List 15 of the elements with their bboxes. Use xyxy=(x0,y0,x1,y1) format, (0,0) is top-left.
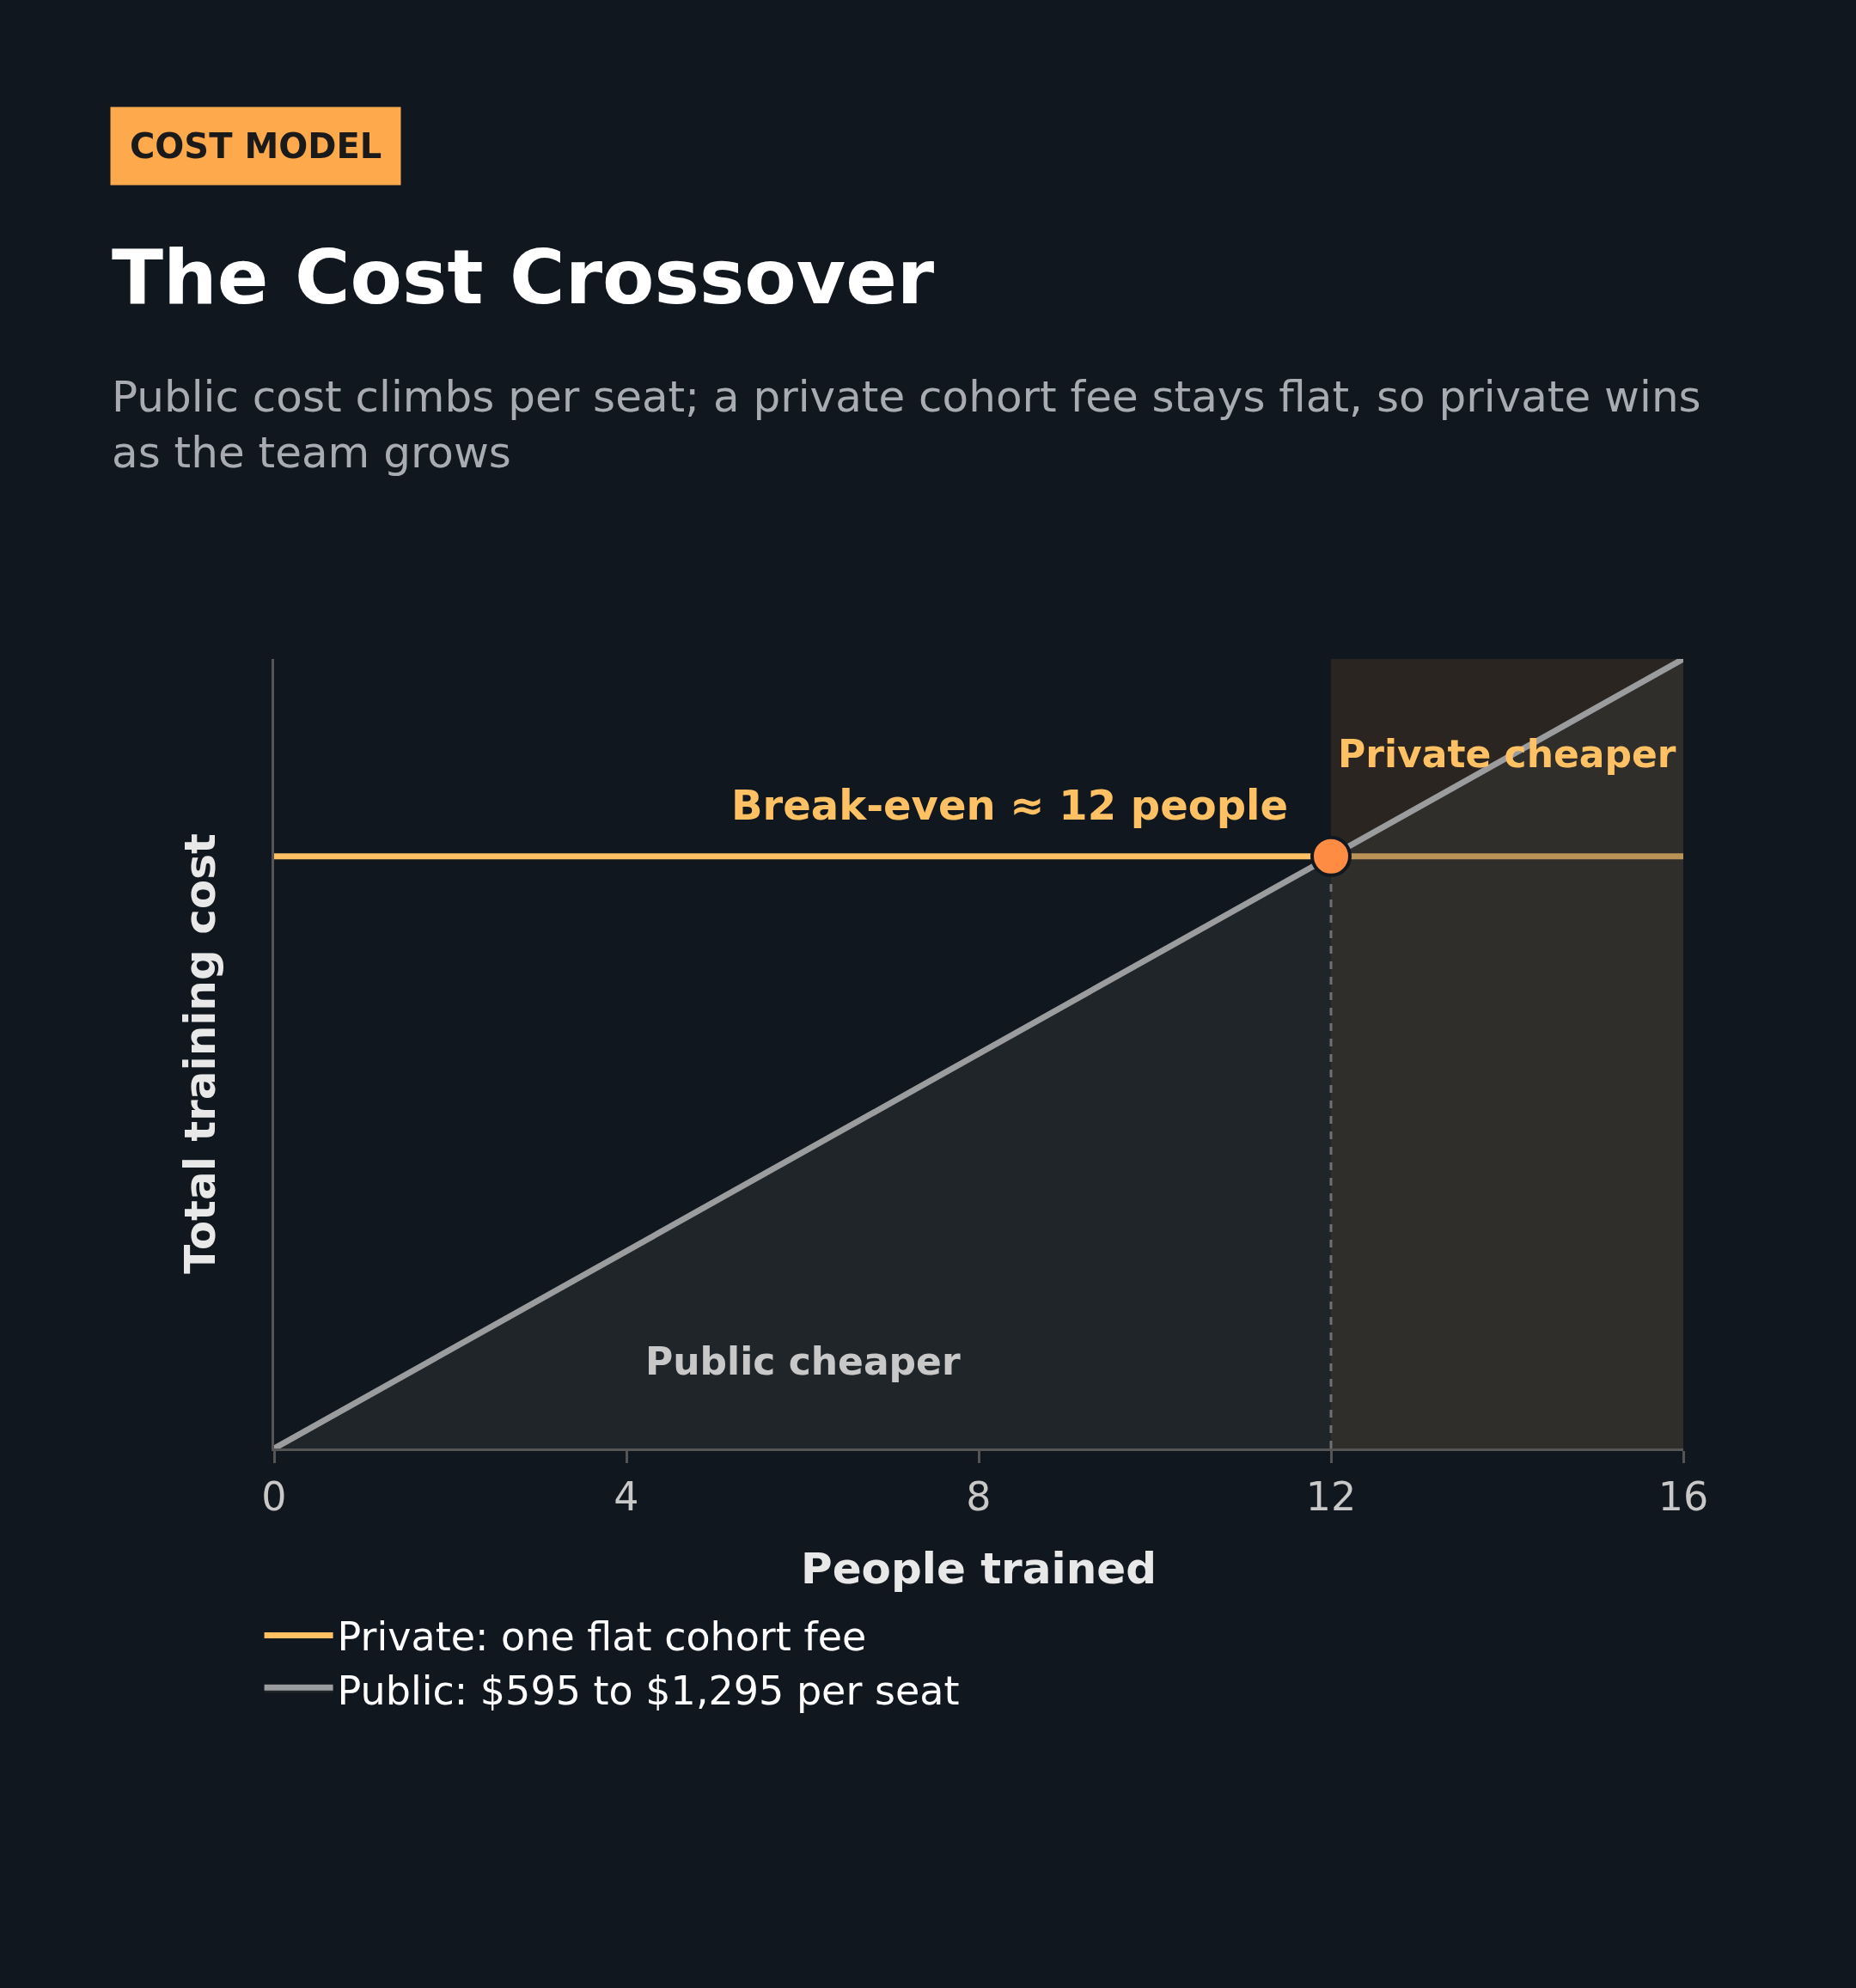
x-tick-label: 12 xyxy=(1305,1473,1357,1521)
x-tick-label: 8 xyxy=(966,1473,992,1521)
legend-label: Public: $595 to $1,295 per seat xyxy=(337,1668,960,1715)
legend-label: Private: one flat cohort fee xyxy=(337,1613,867,1661)
x-tick-label: 16 xyxy=(1658,1473,1709,1521)
x-tick-label: 4 xyxy=(614,1473,639,1521)
text: COST MODEL xyxy=(130,126,382,166)
x-tick-label: 0 xyxy=(261,1473,287,1521)
annotation: Break-even ≈ 12 people xyxy=(731,781,1289,829)
y-axis-title: Total training cost xyxy=(175,833,225,1274)
x-axis-title: People trained xyxy=(801,1543,1157,1594)
chart-subtitle: Public cost climbs per seat; a private cohort fee stays flat, so private wins as the team grows xyxy=(112,372,1701,478)
band-label: Private cheaper xyxy=(1338,732,1676,776)
annotation: Public cheaper xyxy=(645,1339,961,1383)
chart-title: The Cost Crossover xyxy=(112,233,935,321)
